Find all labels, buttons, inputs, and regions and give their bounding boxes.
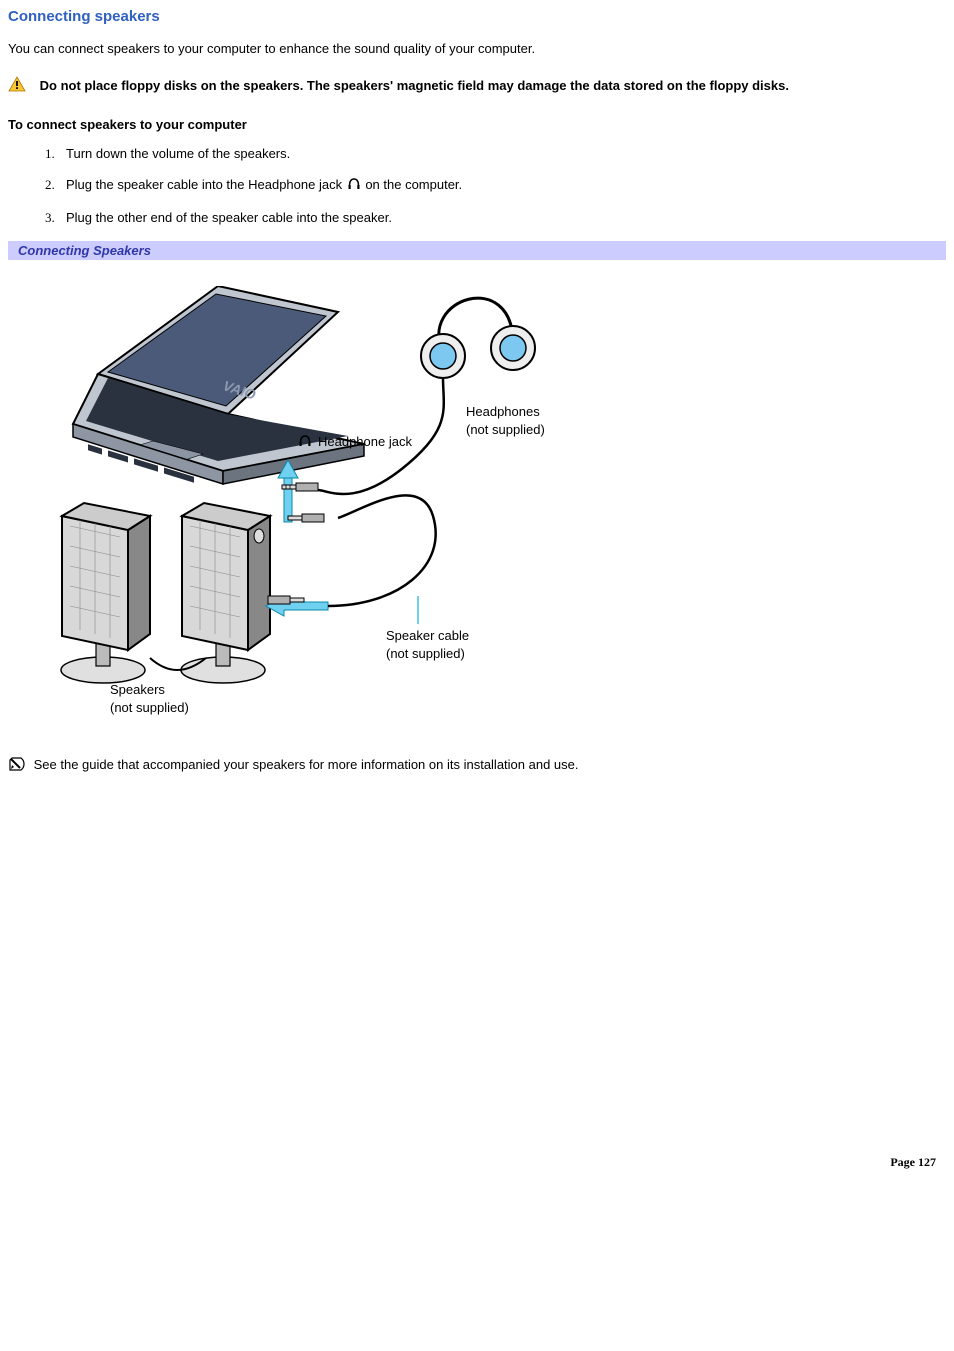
step-1: Turn down the volume of the speakers. xyxy=(58,146,946,161)
svg-text:Speaker cable: Speaker cable xyxy=(386,628,469,643)
warning-block: Do not place floppy disks on the speaker… xyxy=(8,76,946,97)
note-text: See the guide that accompanied your spea… xyxy=(34,757,579,772)
headphone-icon xyxy=(347,177,361,194)
headphones-label: Headphones (not supplied) xyxy=(466,404,545,437)
page-footer: Page 127 xyxy=(8,1155,946,1170)
svg-text:Speakers: Speakers xyxy=(110,682,165,697)
speaker-left xyxy=(61,503,150,683)
speaker-cable-label: Speaker cable (not supplied) xyxy=(386,628,469,661)
speakers-label: Speakers (not supplied) xyxy=(110,682,189,715)
note-icon xyxy=(8,756,28,775)
figure-diagram: VAIO Headphone jack xyxy=(38,286,598,716)
subheading: To connect speakers to your computer xyxy=(8,117,946,132)
svg-text:(not supplied): (not supplied) xyxy=(466,422,545,437)
speaker-right xyxy=(181,503,270,683)
step-2-part1: Plug the speaker cable into the Headphon… xyxy=(66,177,346,192)
svg-text:Headphone jack: Headphone jack xyxy=(318,434,412,449)
step-2-part2: on the computer. xyxy=(362,177,462,192)
step-2: Plug the speaker cable into the Headphon… xyxy=(58,177,946,194)
steps-list: Turn down the volume of the speakers. Pl… xyxy=(8,146,946,225)
headphones xyxy=(318,298,535,494)
svg-text:Headphones: Headphones xyxy=(466,404,540,419)
note-block: See the guide that accompanied your spea… xyxy=(8,756,946,775)
page-title: Connecting speakers xyxy=(8,8,946,25)
warning-icon xyxy=(8,76,26,97)
laptop: VAIO xyxy=(73,286,364,484)
svg-text:(not supplied): (not supplied) xyxy=(386,646,465,661)
intro-text: You can connect speakers to your compute… xyxy=(8,41,946,56)
svg-text:(not supplied): (not supplied) xyxy=(110,700,189,715)
step-3: Plug the other end of the speaker cable … xyxy=(58,210,946,225)
figure-title: Connecting Speakers xyxy=(8,241,946,260)
warning-text: Do not place floppy disks on the speaker… xyxy=(40,78,789,93)
